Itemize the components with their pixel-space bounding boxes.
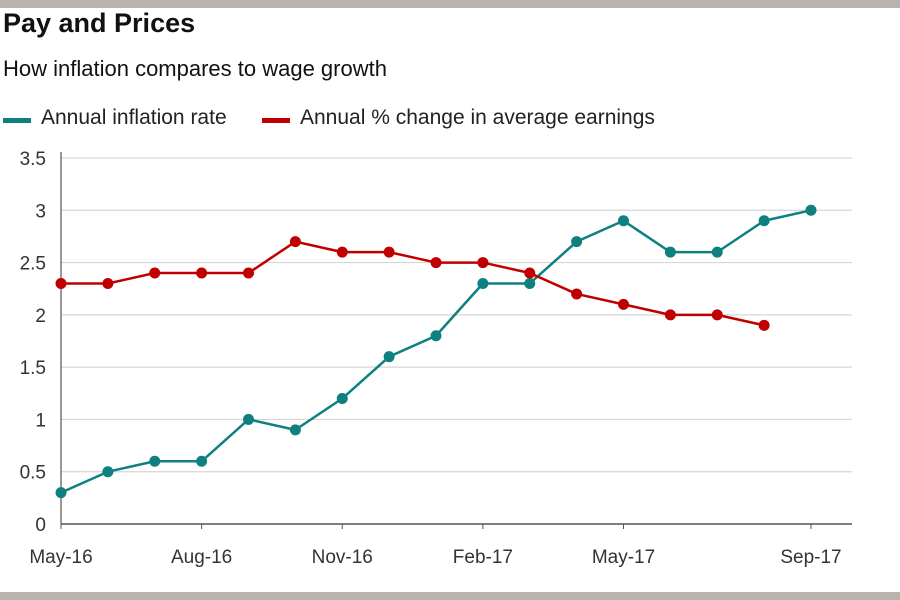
data-point [758, 215, 770, 227]
data-point [805, 204, 817, 216]
data-point [618, 215, 629, 227]
data-point [477, 257, 489, 269]
data-point [571, 236, 583, 248]
data-point [571, 288, 583, 300]
data-point [711, 246, 723, 258]
x-tick-label: Nov-16 [312, 547, 373, 568]
legend-label-earnings: Annual % change in average earnings [300, 106, 655, 129]
y-tick-label: 2.5 [20, 254, 46, 275]
grid-layer [61, 157, 852, 525]
x-tick-label: May-17 [592, 547, 655, 568]
data-point [196, 267, 208, 279]
data-point [289, 236, 301, 248]
data-point [430, 330, 442, 342]
data-point [102, 277, 114, 289]
data-point [664, 309, 676, 321]
data-point [524, 267, 536, 279]
y-tick-label: 0 [35, 515, 46, 536]
chart-title: Pay and Prices [3, 8, 196, 38]
y-tick-label: 3 [35, 201, 46, 222]
y-tick-label: 3.5 [20, 149, 46, 170]
series-line-1 [61, 240, 765, 327]
data-point [149, 455, 161, 467]
data-point [477, 277, 489, 289]
data-point [336, 393, 348, 405]
data-point [243, 267, 254, 279]
x-tick-label: Feb-17 [453, 547, 513, 568]
data-point [383, 351, 395, 363]
data-point [383, 246, 395, 258]
data-point [524, 277, 536, 289]
data-point [55, 277, 67, 289]
x-tick-label: Aug-16 [171, 547, 232, 568]
chart-frame: Pay and Prices How inflation compares to… [0, 8, 900, 592]
data-point [196, 455, 208, 467]
y-tick-label: 1 [35, 410, 46, 431]
data-point [289, 424, 301, 436]
data-point [430, 257, 442, 269]
data-point [336, 246, 348, 258]
series-layer [55, 204, 817, 499]
data-point [55, 487, 67, 499]
data-point [711, 309, 723, 321]
data-point [243, 413, 254, 425]
data-point [149, 267, 161, 279]
chart-subtitle: How inflation compares to wage growth [3, 56, 387, 81]
line-chart: 0 0.5 1 1.5 2 2.5 3 3.5 May-16 Aug-16 Nov-16 Feb-17… [20, 149, 852, 568]
legend-swatch-inflation [3, 118, 31, 123]
legend-swatch-earnings [262, 118, 290, 123]
data-point [618, 298, 629, 310]
series-line-0 [60, 209, 812, 494]
x-tick-label: Sep-17 [780, 547, 841, 568]
legend-label-inflation: Annual inflation rate [41, 106, 227, 129]
x-tick-label: May-16 [29, 547, 92, 568]
y-tick-label: 1.5 [20, 358, 46, 379]
axis-layer: 0 0.5 1 1.5 2 2.5 3 3.5 May-16 Aug-16 Nov-16 Feb-17… [20, 149, 842, 568]
y-tick-label: 0.5 [20, 463, 46, 484]
data-point [102, 466, 114, 478]
y-tick-label: 2 [35, 306, 46, 327]
data-point [758, 319, 770, 331]
data-point [664, 246, 676, 258]
